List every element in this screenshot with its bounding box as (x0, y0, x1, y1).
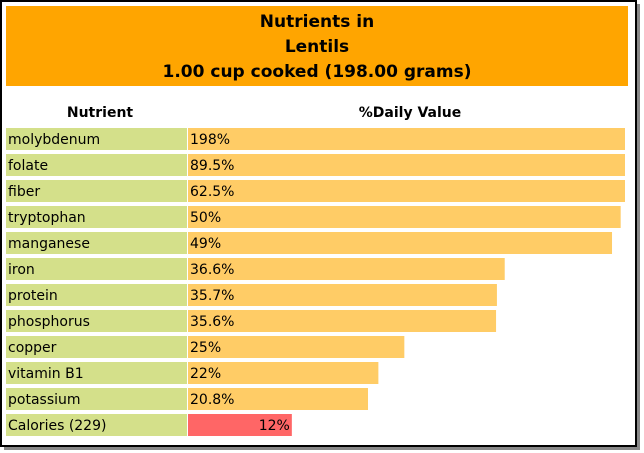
bar (188, 310, 497, 332)
bar (188, 154, 625, 176)
value-label: 35.7% (190, 288, 234, 304)
bar (188, 414, 292, 436)
value-label: 198% (190, 132, 230, 148)
category-label: fiber (8, 184, 40, 200)
bar (188, 362, 379, 384)
category-label: vitamin B1 (8, 366, 84, 382)
value-label: 20.8% (190, 392, 234, 408)
category-cell (6, 310, 187, 332)
category-cell (6, 180, 187, 202)
category-cell (6, 154, 187, 176)
value-label: 49% (190, 236, 221, 252)
bar (188, 388, 368, 410)
category-cell (6, 284, 187, 306)
category-label: iron (8, 262, 35, 278)
column-header: Nutrient (67, 105, 134, 121)
value-label: 89.5% (190, 158, 234, 174)
bar (188, 206, 621, 228)
category-cell (6, 362, 187, 384)
bar (188, 258, 505, 280)
value-label: 22% (190, 366, 221, 382)
category-label: tryptophan (8, 210, 86, 226)
category-cell (6, 336, 187, 358)
value-label: 35.6% (190, 314, 234, 330)
category-label: molybdenum (8, 132, 100, 148)
category-cell (6, 414, 187, 436)
column-header: %Daily Value (359, 105, 461, 121)
bar (188, 232, 613, 254)
bar (188, 128, 625, 150)
title-line: Nutrients in (260, 12, 374, 32)
value-label: 12% (259, 418, 290, 434)
header-box (6, 6, 628, 86)
category-label: protein (8, 288, 58, 304)
category-label: copper (8, 340, 57, 356)
bars (188, 128, 625, 436)
bar (188, 336, 405, 358)
bar (188, 180, 625, 202)
category-label: potassium (8, 392, 81, 408)
title-line: 1.00 cup cooked (198.00 grams) (163, 62, 472, 82)
category-label: manganese (8, 236, 90, 252)
value-label: 25% (190, 340, 221, 356)
category-cell (6, 128, 187, 150)
category-cell (6, 232, 187, 254)
category-cell (6, 258, 187, 280)
category-label: folate (8, 158, 48, 174)
value-label: 36.6% (190, 262, 234, 278)
value-label: 62.5% (190, 184, 234, 200)
bar (188, 284, 497, 306)
value-label: 50% (190, 210, 221, 226)
category-cell (6, 206, 187, 228)
category-label: phosphorus (8, 314, 90, 330)
title-line: Lentils (285, 37, 349, 57)
category-cell (6, 388, 187, 410)
category-label: Calories (229) (8, 418, 106, 434)
